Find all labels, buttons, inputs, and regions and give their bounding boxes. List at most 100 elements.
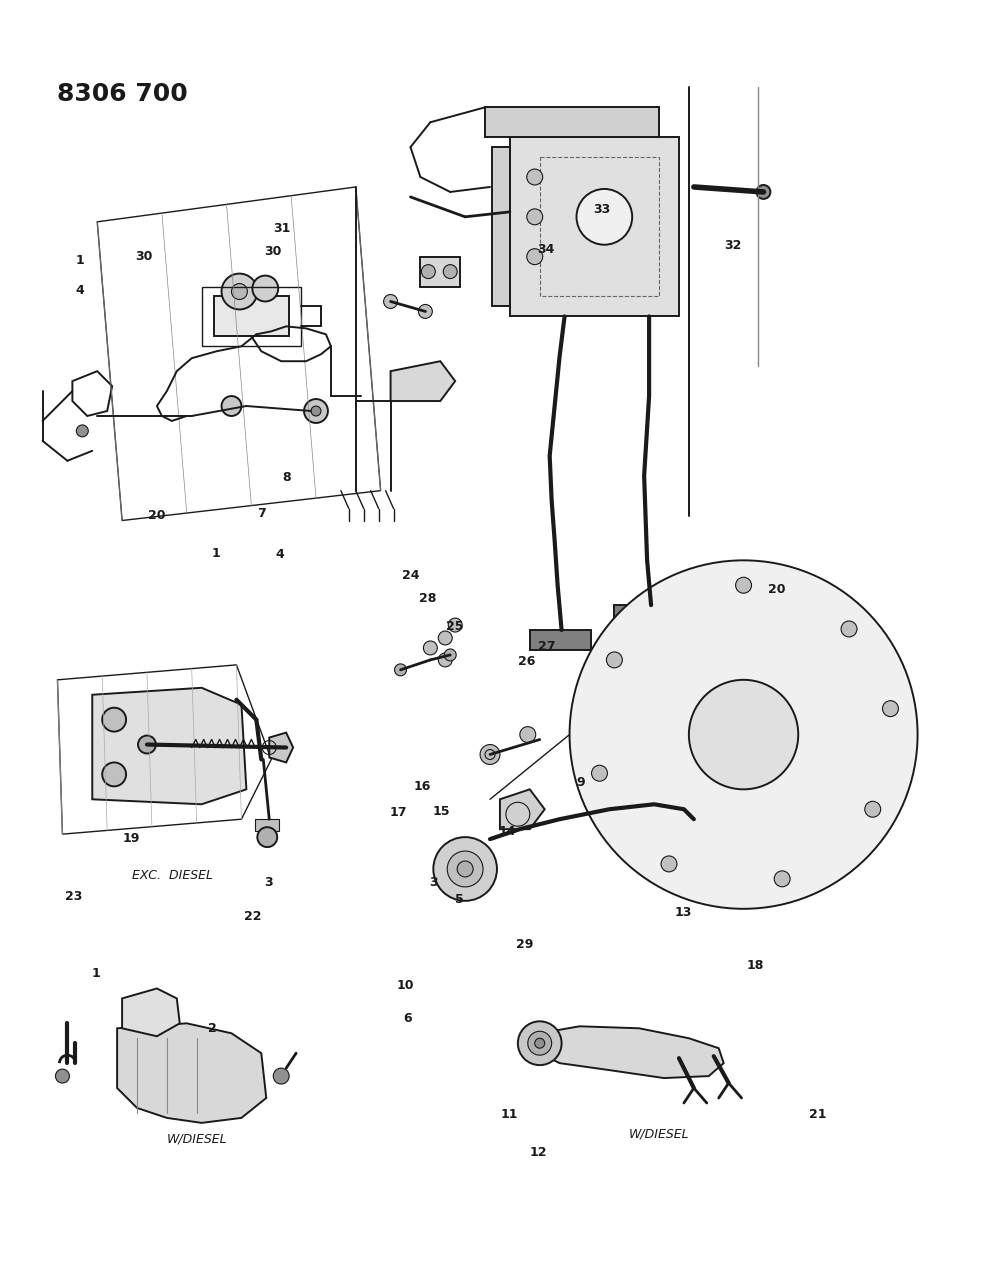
Polygon shape [485,107,659,138]
Polygon shape [529,630,591,650]
Circle shape [273,1068,289,1084]
Text: 25: 25 [446,620,464,632]
Circle shape [222,397,242,416]
Text: 19: 19 [123,831,140,844]
Text: 26: 26 [518,655,536,668]
Text: 5: 5 [456,892,464,905]
Circle shape [570,560,917,909]
Circle shape [304,399,328,423]
Text: 8306 700: 8306 700 [58,83,189,106]
Polygon shape [269,733,293,762]
Polygon shape [500,789,545,829]
Text: 20: 20 [768,583,786,595]
Circle shape [438,653,453,667]
Circle shape [518,1021,562,1065]
Circle shape [661,856,677,872]
Circle shape [77,425,88,437]
Text: 6: 6 [404,1012,412,1025]
Text: 21: 21 [809,1108,827,1121]
Polygon shape [255,820,279,831]
Circle shape [841,621,857,638]
Text: 16: 16 [414,779,431,793]
Circle shape [222,274,257,310]
Circle shape [443,265,458,278]
Circle shape [438,631,453,645]
Text: 1: 1 [211,547,220,560]
Text: 2: 2 [208,1023,217,1035]
Text: W/DIESEL: W/DIESEL [628,1128,689,1141]
Polygon shape [540,1026,724,1079]
Circle shape [55,1070,70,1082]
Circle shape [232,283,247,300]
Circle shape [535,1038,545,1048]
Text: 22: 22 [244,910,261,923]
Text: 28: 28 [419,592,436,604]
Circle shape [865,801,881,817]
Polygon shape [615,606,683,627]
Text: 20: 20 [148,509,166,523]
Text: 3: 3 [264,876,273,889]
Circle shape [519,727,536,742]
Text: 10: 10 [397,979,413,992]
Circle shape [102,762,126,787]
Circle shape [689,680,798,789]
Text: 9: 9 [576,775,585,789]
Text: 17: 17 [390,806,407,819]
Text: 13: 13 [675,907,692,919]
Circle shape [736,578,751,593]
Text: 4: 4 [76,284,84,297]
Text: 30: 30 [264,245,282,258]
Circle shape [257,827,277,847]
Circle shape [311,405,321,416]
Circle shape [527,1031,552,1056]
Text: 4: 4 [276,548,285,561]
Text: 1: 1 [76,254,84,266]
Circle shape [576,189,632,245]
Polygon shape [420,256,461,287]
Circle shape [384,295,398,309]
Circle shape [526,170,543,185]
Circle shape [480,745,500,765]
Circle shape [756,185,771,199]
Polygon shape [92,687,246,805]
Text: 29: 29 [516,938,533,951]
Text: 3: 3 [429,876,438,889]
Text: 11: 11 [501,1108,518,1121]
Circle shape [458,861,473,877]
Polygon shape [391,361,456,402]
Text: 23: 23 [66,890,82,903]
Circle shape [433,838,497,901]
Circle shape [526,249,543,265]
Text: 27: 27 [538,640,556,653]
Circle shape [395,664,407,676]
Text: 15: 15 [432,805,450,819]
Text: 30: 30 [136,250,153,263]
Circle shape [448,618,463,632]
Circle shape [447,852,483,887]
Text: 31: 31 [273,222,291,236]
Text: 18: 18 [747,959,764,972]
Text: 7: 7 [257,506,266,520]
Text: 14: 14 [499,825,517,838]
Text: 8: 8 [283,470,292,484]
Circle shape [591,765,608,782]
Circle shape [883,701,899,717]
Circle shape [774,871,791,887]
Text: 33: 33 [593,203,610,217]
Circle shape [526,209,543,224]
Circle shape [421,265,435,278]
Circle shape [418,305,432,319]
Polygon shape [117,1024,266,1123]
Circle shape [607,652,623,668]
Circle shape [444,649,457,660]
Text: W/DIESEL: W/DIESEL [166,1132,227,1146]
Text: 1: 1 [91,968,100,980]
Circle shape [102,708,126,732]
Polygon shape [492,147,510,306]
Text: 24: 24 [403,569,419,581]
Polygon shape [122,988,180,1037]
Polygon shape [510,138,679,316]
Text: EXC.  DIESEL: EXC. DIESEL [132,870,213,882]
Polygon shape [213,297,289,337]
Circle shape [252,275,278,301]
